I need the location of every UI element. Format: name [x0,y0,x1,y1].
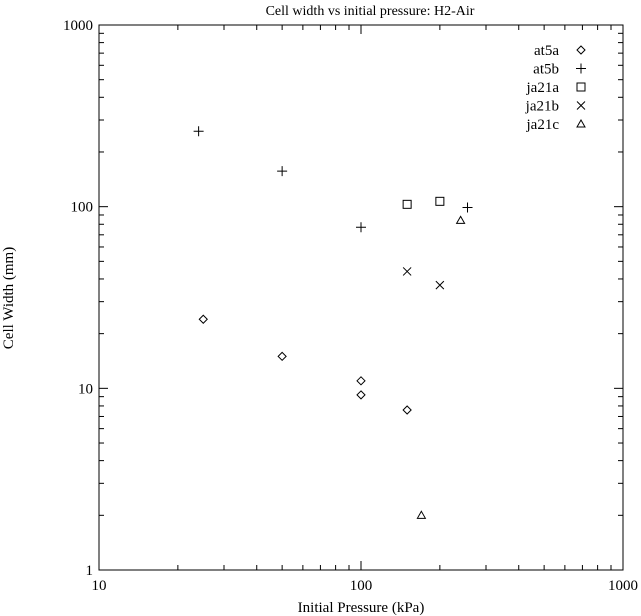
data-point-at5a [356,390,366,400]
legend-label: at5b [533,62,559,78]
legend-marker-at5a [576,45,586,55]
y-tick-label: 10 [78,381,93,397]
data-point-at5a [356,376,366,386]
data-point-at5a [198,314,208,324]
y-axis-label: Cell Width (mm) [1,247,17,349]
y-tick-label: 1 [86,563,94,579]
data-point-at5a [277,351,287,362]
legend: at5a at5b ja21a ja21b ja21c [525,43,586,133]
legend-marker-ja21b [576,101,586,110]
x-axis-label: Initial Pressure (kPa) [298,600,425,616]
y-axis: 1 10 100 1000 [63,18,623,579]
data-point-ja21c [455,215,466,224]
data-point-at5b [193,126,204,137]
x-tick-label: 10 [92,578,107,594]
x-axis: 10 100 1000 [92,25,638,594]
legend-label: at5a [534,43,559,59]
data-point-at5b [462,202,473,213]
data-points [193,126,473,519]
legend-marker-ja21c [576,118,586,128]
legend-marker-ja21a [576,82,586,92]
x-tick-label: 100 [350,578,373,594]
data-point-at5b [356,222,366,233]
chart-title: Cell width vs initial pressure: H2-Air [266,4,475,19]
legend-label: ja21c [526,117,560,133]
data-point-ja21a [402,199,412,209]
legend-label: ja21b [525,99,559,115]
data-point-at5b [277,166,288,177]
y-tick-label: 100 [71,200,94,216]
data-point-ja21c [416,510,427,519]
legend-label: ja21a [526,80,560,96]
data-point-at5a [402,405,412,415]
data-point-ja21a [435,196,445,206]
data-point-ja21b [435,280,445,290]
y-tick-label: 1000 [63,18,93,34]
legend-marker-at5b [576,63,586,74]
x-tick-label: 1000 [608,578,638,594]
data-point-ja21b [402,267,412,276]
